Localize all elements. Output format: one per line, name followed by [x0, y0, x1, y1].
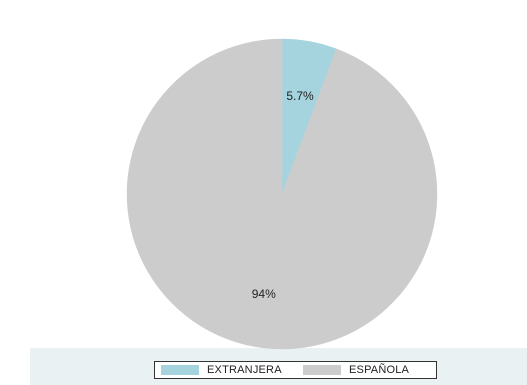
pie-label-extranjera: 5.7%: [286, 89, 314, 103]
legend-label-extranjera: EXTRANJERA: [207, 364, 282, 376]
legend-swatch-extranjera: [161, 365, 199, 375]
pie-slices: [126, 38, 438, 350]
pie-slice-labels: 5.7% 94%: [252, 89, 314, 301]
legend-swatch-espanola: [303, 365, 341, 375]
pie-slice-espanola: [126, 38, 438, 350]
legend-label-espanola: ESPAÑOLA: [349, 364, 410, 376]
pie-label-espanola: 94%: [252, 287, 276, 301]
legend-item-extranjera: EXTRANJERA: [161, 362, 282, 378]
chart-legend: EXTRANJERA ESPAÑOLA: [154, 361, 437, 379]
chart-top-margin: [30, 0, 527, 30]
legend-item-espanola: ESPAÑOLA: [303, 362, 409, 378]
